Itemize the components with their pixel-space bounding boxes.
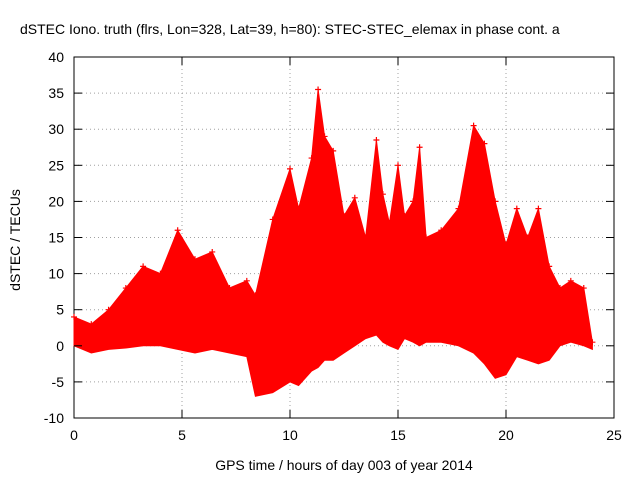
y-tick-label: 5 [56,302,64,318]
axis-ticks [73,56,615,419]
data-point-marker [557,285,563,292]
data-point-marker [105,306,112,313]
data-point-marker [122,285,129,292]
data-point-marker [470,122,477,129]
data-point-marker [209,248,216,255]
data-point-marker [395,162,401,169]
data-point-marker [410,198,417,205]
data-point-marker [287,165,293,172]
x-tick-label: 20 [498,427,514,443]
y-tick-label: 0 [56,338,64,354]
data-point-marker [252,292,259,299]
y-tick-label: 20 [48,193,64,209]
x-tick-label: 25 [606,427,622,443]
data-point-marker [269,216,276,223]
data-point-marker [492,198,499,205]
data-point-marker [423,234,430,241]
data-point-marker [295,205,302,212]
data-point-marker [546,263,553,270]
data-point-marker [513,205,520,212]
data-point-marker [386,220,393,227]
y-tick-label: 35 [48,85,64,101]
data-point-marker [455,205,462,212]
data-point-marker [401,212,408,219]
y-tick-label: 40 [48,49,64,65]
data-point-marker [191,256,198,263]
y-tick-label: 10 [48,266,64,282]
data-point-marker [341,212,347,219]
data-point-marker [481,140,488,147]
data-point-marker [88,321,95,328]
data-point-marker [157,270,164,277]
data-point-marker [362,234,369,241]
x-tick-labels: 0 5 10 15 20 25 [70,427,622,443]
data-point-marker [589,339,596,346]
x-axis-label: GPS time / hours of day 003 of year 2014 [215,457,473,473]
y-tick-label: 15 [48,230,64,246]
data-point-marker [243,277,250,284]
series-layer [71,86,596,397]
data-point-marker [321,133,328,140]
chart-title: dSTEC Iono. truth (flrs, Lon=328, Lat=39… [20,21,560,37]
data-point-marker [351,194,358,201]
y-tick-labels: -10 -5 0 5 10 15 20 25 30 35 40 [44,49,64,426]
data-point-marker [330,147,337,154]
data-point-marker [535,205,542,212]
data-point-marker [226,285,233,292]
x-tick-label: 5 [178,427,186,443]
data-point-marker [503,241,509,248]
data-point-marker [379,191,386,198]
x-tick-label: 0 [70,427,78,443]
data-point-marker [567,277,574,284]
data-point-marker [438,227,445,234]
x-tick-label: 10 [282,427,298,443]
data-point-marker [71,313,77,320]
x-tick-label: 15 [390,427,406,443]
y-tick-label: -10 [44,410,64,426]
series-envelope [73,89,593,397]
y-axis-label: dSTEC / TECUs [7,189,23,291]
y-tick-label: 25 [48,157,64,173]
data-point-marker [416,144,423,151]
data-point-marker [174,227,181,234]
data-point-marker [373,137,380,144]
y-tick-label: -5 [52,374,65,390]
y-tick-label: 30 [48,121,64,137]
data-point-marker [524,234,531,241]
data-point-marker [580,285,587,292]
data-point-marker [315,86,322,93]
data-point-marker [140,263,147,270]
data-point-marker [308,155,315,162]
